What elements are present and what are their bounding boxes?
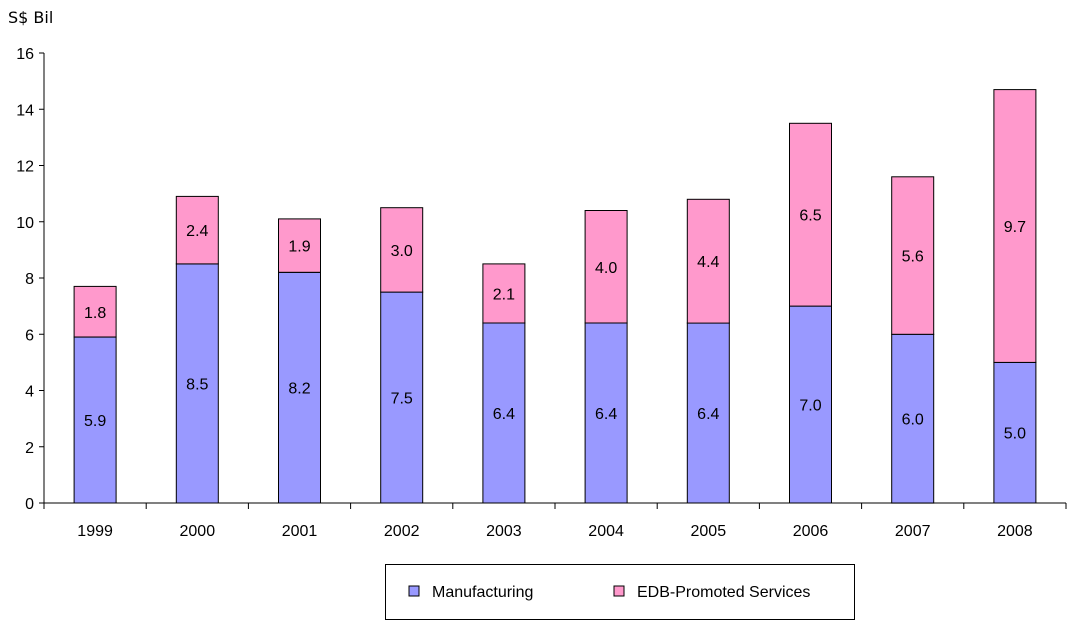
- y-tick-label: 10: [16, 215, 34, 232]
- bars-layer: [73, 89, 1037, 504]
- bar-services-2004: [584, 210, 628, 324]
- bar-manufacturing-2006: [789, 305, 832, 504]
- x-tick-label-2005: 2005: [691, 523, 727, 540]
- x-tick-label-2002: 2002: [384, 523, 420, 540]
- bar-services-2005: [686, 198, 730, 324]
- legend-swatch-services: [613, 585, 625, 597]
- bar-services-2008: [993, 89, 1037, 363]
- y-tick-label: 8: [25, 271, 34, 288]
- bar-manufacturing-2007: [891, 333, 935, 504]
- data-label-services-1999: 1.8: [84, 305, 106, 322]
- data-label-services-2004: 4.0: [595, 260, 617, 277]
- data-label-services-2001: 1.9: [288, 239, 310, 256]
- bar-manufacturing-1999: [73, 336, 117, 504]
- x-tick-label-2000: 2000: [180, 523, 216, 540]
- data-label-services-2005: 4.4: [697, 254, 719, 271]
- data-label-manufacturing-2002: 7.5: [391, 391, 413, 408]
- legend-label-manufacturing: Manufacturing: [432, 584, 533, 601]
- axes-layer: 0 2 4 6 8 10 12 14 16 1999 2000 2001 2002 2003 2004 200…: [16, 46, 1067, 540]
- x-tick-label-2003: 2003: [486, 523, 522, 540]
- data-label-manufacturing-2006: 7.0: [799, 398, 821, 415]
- data-label-manufacturing-2001: 8.2: [288, 381, 310, 398]
- x-tick-label-2008: 2008: [997, 523, 1033, 540]
- y-tick-label: 14: [16, 102, 34, 119]
- bar-manufacturing-2008: [993, 361, 1037, 504]
- y-tick-label: 6: [25, 327, 34, 344]
- data-label-manufacturing-2003: 6.4: [493, 406, 515, 423]
- y-tick-label: 16: [16, 46, 34, 63]
- legend: Manufacturing EDB-Promoted Services: [385, 564, 855, 620]
- bar-services-2007: [891, 176, 935, 335]
- x-tick-label-2007: 2007: [895, 523, 931, 540]
- x-tick-label-2006: 2006: [793, 523, 829, 540]
- data-label-services-2007: 5.6: [902, 249, 924, 266]
- data-label-manufacturing-2004: 6.4: [595, 406, 617, 423]
- legend-swatch-manufacturing: [408, 585, 420, 597]
- data-label-manufacturing-1999: 5.9: [84, 413, 106, 430]
- bar-services-2000: [175, 195, 219, 265]
- y-tick-label: 4: [25, 384, 34, 401]
- x-tick-label-1999: 1999: [77, 523, 113, 540]
- legend-label-services: EDB-Promoted Services: [637, 584, 810, 601]
- data-label-manufacturing-2000: 8.5: [186, 377, 208, 394]
- data-label-manufacturing-2007: 6.0: [902, 412, 924, 429]
- data-label-manufacturing-2008: 5.0: [1004, 426, 1026, 443]
- x-tick-label-2004: 2004: [588, 523, 624, 540]
- data-label-services-2008: 9.7: [1004, 219, 1026, 236]
- bar-services-2003: [482, 263, 526, 324]
- bar-services-1999: [73, 285, 117, 338]
- bar-manufacturing-2004: [584, 322, 628, 504]
- data-label-manufacturing-2005: 6.4: [697, 406, 719, 423]
- bar-services-2006: [789, 122, 832, 307]
- data-label-services-2006: 6.5: [799, 208, 821, 225]
- x-tick-label-2001: 2001: [282, 523, 318, 540]
- data-labels-layer: 5.9 1.8 8.5 2.4 8.2 1.9 7.5 3.0 6.4 2.1 6.4 4.0 6.4 4…: [84, 208, 1026, 443]
- bar-services-2001: [278, 218, 321, 273]
- bar-services-2002: [380, 207, 424, 293]
- y-axis-unit-label: S$ Bil: [8, 8, 53, 27]
- y-tick-label: 2: [25, 440, 34, 457]
- y-tick-label: 12: [16, 159, 34, 176]
- y-tick-label: 0: [25, 496, 34, 513]
- data-label-services-2003: 2.1: [493, 287, 515, 304]
- data-label-services-2002: 3.0: [391, 243, 413, 260]
- data-label-services-2000: 2.4: [186, 223, 208, 240]
